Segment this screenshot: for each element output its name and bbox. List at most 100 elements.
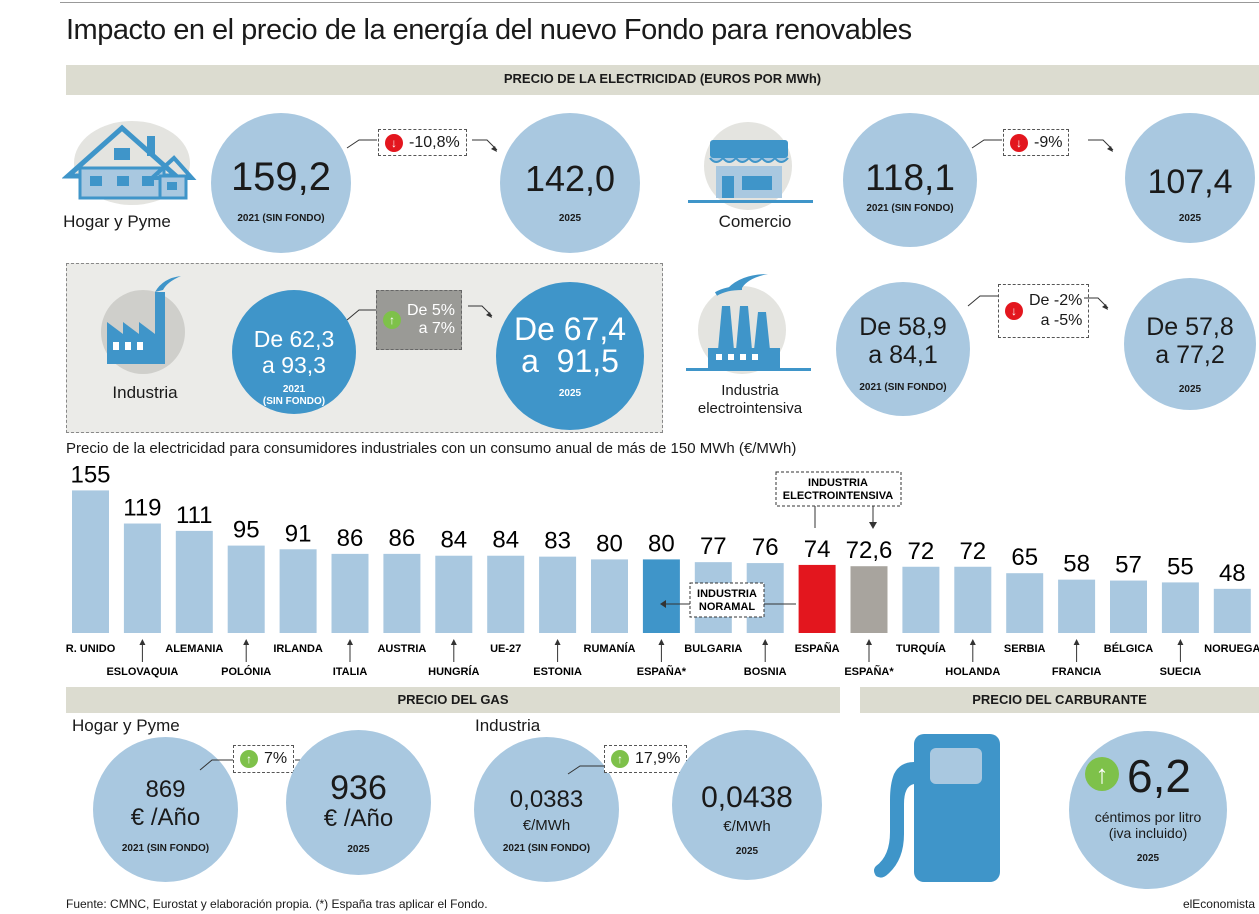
comercio-connector	[971, 139, 1114, 152]
industria-2021-value-l1: De 62,3	[253, 326, 335, 352]
hogar-2021-caption: 2021 (SIN FONDO)	[237, 213, 325, 224]
electro-label: Industria electrointensiva	[690, 382, 810, 418]
fuel-header: PRECIO DEL CARBURANTE	[860, 687, 1259, 713]
industria-2021-value-l2: a 93,3	[262, 352, 326, 378]
category-label: ALEMANIA	[165, 643, 223, 655]
electro-2021-value-l2: a 84,1	[868, 341, 938, 369]
gas-header: PRECIO DEL GAS	[66, 687, 840, 713]
top-rule	[60, 2, 1259, 3]
hogar-2025-value: 142,0	[524, 158, 616, 199]
bar-irlanda	[279, 549, 317, 633]
industria-connector	[346, 305, 493, 321]
category-label: ESPAÑA	[795, 642, 840, 655]
fuel-value: 6,2	[1127, 750, 1191, 802]
bar-italia	[331, 553, 369, 633]
category-label: BULGARIA	[684, 643, 742, 655]
bar-value-label: 72	[908, 538, 935, 565]
page-title: Impacto en el precio de la energía del n…	[66, 14, 912, 46]
industria-2025-caption: 2025	[558, 388, 582, 399]
industria-2021-caption-l1: 2021	[282, 384, 306, 395]
gas-hogar-2025-circle: 936 € /Año 2025	[286, 730, 431, 875]
bar-value-label: 48	[1219, 560, 1246, 587]
gas-industria-2025-l2: €/MWh	[723, 818, 771, 835]
electro-label-l1: Industria	[721, 382, 779, 399]
gas-industria-2025-l1: 0,0438	[701, 781, 793, 814]
category-pointer-arrow	[658, 639, 665, 645]
bar-value-label: 80	[648, 530, 675, 557]
category-pointer-arrow	[969, 639, 976, 645]
bar-value-label: 55	[1167, 553, 1194, 580]
category-pointer-arrow	[243, 639, 250, 645]
factory-icon	[101, 276, 185, 374]
category-label: ITALIA	[333, 666, 368, 678]
category-pointer-arrow	[347, 639, 353, 645]
bar-value-label: 65	[1011, 544, 1038, 571]
electro-annotation-box	[775, 471, 902, 507]
electricity-header: PRECIO DE LA ELECTRICIDAD (EUROS POR MWh…	[66, 65, 1259, 95]
bar-value-label: 83	[544, 528, 571, 555]
category-label: AUSTRIA	[377, 643, 426, 655]
gas-industria-change-badge: ↑ 17,9%	[604, 745, 688, 773]
bar-suecia	[1161, 582, 1199, 633]
industria-change-l1: De 5%	[407, 302, 456, 319]
category-label: BÉLGICA	[1104, 642, 1154, 655]
industria-change-l2: a 7%	[418, 320, 456, 337]
electro-2025-value-l1: De 57,8	[1146, 313, 1234, 341]
bar-holanda	[954, 566, 992, 633]
gas-hogar-2021-circle: 869 € /Año 2021 (SIN FONDO)	[93, 737, 238, 882]
arrow-down-icon: ↓	[385, 133, 403, 152]
gas-industria-2025-circle: 0,0438 €/MWh 2025	[672, 730, 822, 880]
bar-value-label: 58	[1063, 551, 1090, 578]
gas-hogar-2021-caption: 2021 (SIN FONDO)	[121, 843, 210, 854]
bar-value-label: 72	[959, 538, 986, 565]
electro-connector	[967, 295, 1109, 310]
comercio-2025-caption: 2025	[1178, 213, 1202, 224]
gas-industria-change: 17,9%	[635, 750, 681, 767]
source-note: Fuente: CMNC, Eurostat y elaboración pro…	[66, 897, 488, 911]
fuel-unit-l2: (iva incluido)	[1108, 825, 1188, 841]
bar-value-label: 84	[440, 527, 467, 554]
normal-annotation-arrow	[660, 600, 666, 608]
chart-title: Precio de la electricidad para consumido…	[66, 440, 797, 457]
industria-2025-value-l2: a 91,5	[521, 343, 619, 379]
bar-value-label: 72,6	[846, 537, 893, 564]
comercio-change-value: -9%	[1034, 133, 1063, 151]
gas-hogar-2025-l2: € /Año	[323, 805, 394, 832]
hogar-2021-value: 159,2	[230, 155, 332, 199]
category-label: ESLOVAQUIA	[106, 666, 178, 678]
comercio-label: Comercio	[718, 212, 792, 231]
gas-hogar-2021-l1: 869	[145, 776, 186, 803]
industria-2025-circle: De 67,4 a 91,5 2025	[496, 282, 644, 430]
category-label: RUMANÍA	[584, 642, 636, 655]
gas-industria-2021-l2: €/MWh	[522, 817, 571, 834]
arrow-up-icon: ↑	[1085, 757, 1119, 791]
gas-hogar-2021-l2: € /Año	[130, 804, 201, 831]
fuel-circle: ↑ 6,2 céntimos por litro (iva incluido) …	[1069, 731, 1227, 889]
bar-polónia	[227, 545, 265, 633]
hogar-2025-caption: 2025	[558, 213, 582, 224]
category-label: UE-27	[490, 643, 521, 655]
normal-annotation-text: INDUSTRIA NORAMAL	[697, 588, 757, 613]
hogar-label: Hogar y Pyme	[63, 212, 171, 231]
category-label: ESPAÑA*	[637, 665, 687, 678]
category-label: HOLANDA	[945, 666, 1000, 678]
electro-2025-value-l2: a 77,2	[1155, 341, 1225, 369]
gas-industria-2021-caption: 2021 (SIN FONDO)	[502, 843, 591, 854]
electro-change-badge: ↓ De -2% a -5%	[998, 284, 1090, 338]
category-pointer-arrow	[450, 639, 457, 645]
fuel-pump-icon	[874, 734, 1000, 882]
electro-2021-caption: 2021 (SIN FONDO)	[859, 382, 947, 393]
gas-industria-2021-l1: 0,0383	[509, 786, 584, 813]
bar-ue-27	[487, 555, 525, 633]
bar-eslovaquia	[123, 523, 161, 633]
category-pointer-arrow	[762, 639, 769, 645]
arrow-down-icon: ↓	[1010, 133, 1028, 152]
bar-value-label: 86	[337, 525, 364, 552]
category-pointer-arrow	[866, 639, 872, 645]
gas-industria-label: Industria	[475, 716, 541, 735]
bar-francia	[1058, 579, 1096, 633]
gas-hogar-2025-caption: 2025	[347, 844, 370, 855]
gas-hogar-label: Hogar y Pyme	[72, 716, 180, 735]
industria-change-badge: ↑ De 5% a 7%	[376, 290, 463, 350]
arrow-down-icon: ↓	[1005, 302, 1023, 320]
